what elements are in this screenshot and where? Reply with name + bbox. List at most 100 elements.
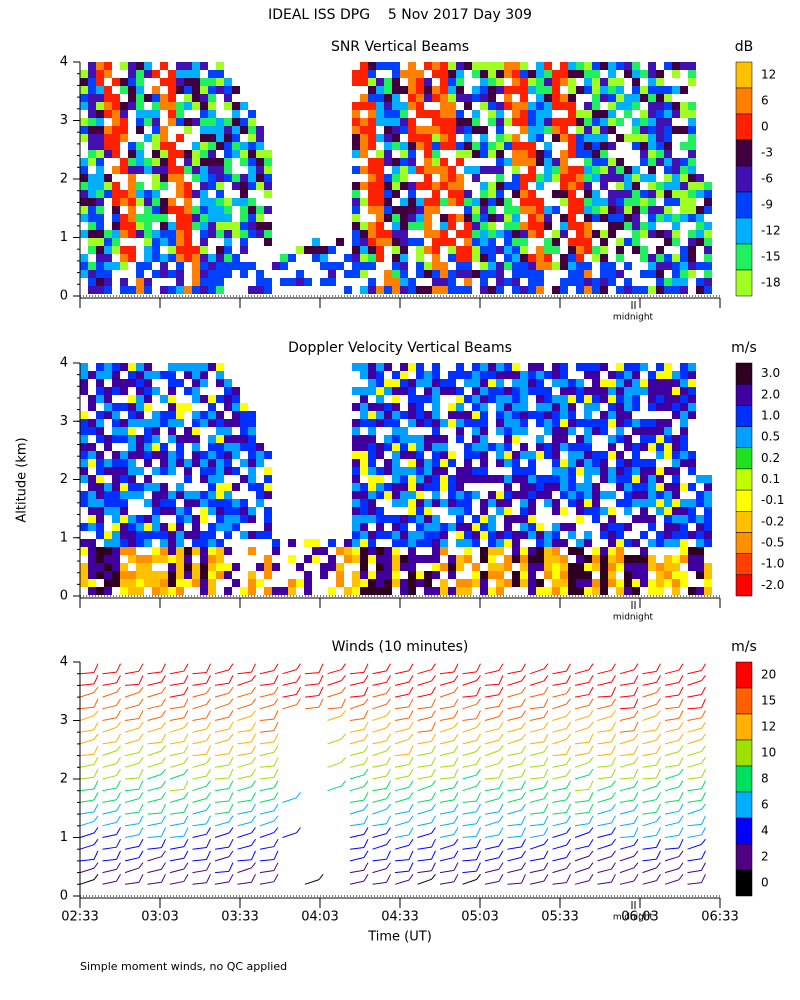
wind-barb — [116, 803, 121, 812]
field-cell — [448, 214, 456, 222]
wind-barb — [633, 757, 639, 764]
wind-barb — [192, 882, 207, 885]
colorbar-segment — [735, 243, 753, 271]
field-cell — [616, 246, 624, 254]
field-cell — [632, 451, 640, 459]
field-cell — [504, 238, 512, 246]
field-cell — [496, 491, 504, 499]
field-cell — [560, 262, 568, 270]
wind-barb — [147, 741, 162, 745]
field-cell — [400, 387, 408, 395]
field-cell — [680, 198, 688, 206]
field-cell — [216, 443, 224, 451]
wind-barb — [439, 857, 455, 862]
field-cell — [88, 587, 96, 595]
wind-barb — [363, 675, 369, 683]
field-cell — [200, 262, 208, 270]
field-cell — [152, 435, 160, 443]
wind-barb — [102, 821, 117, 827]
field-cell — [216, 86, 224, 94]
field-cell — [376, 443, 384, 451]
field-cell — [504, 94, 512, 102]
field-cell — [648, 579, 656, 587]
field-cell — [168, 230, 176, 238]
field-cell — [224, 270, 232, 278]
wind-barb — [597, 741, 612, 745]
field-cell — [112, 206, 120, 214]
field-cell — [200, 86, 208, 94]
field-cell — [552, 507, 560, 515]
field-cell — [128, 531, 136, 539]
field-cell — [392, 254, 400, 262]
field-cell — [256, 166, 264, 174]
field-cell — [488, 443, 496, 451]
field-cell — [432, 451, 440, 459]
field-cell — [568, 150, 576, 158]
field-cell — [536, 278, 544, 286]
field-cell — [520, 246, 528, 254]
wind-barb — [484, 683, 500, 686]
field-cell — [104, 254, 112, 262]
field-cell — [256, 206, 264, 214]
field-cell — [184, 158, 192, 166]
field-cell — [208, 214, 216, 222]
field-cell — [432, 555, 440, 563]
field-cell — [200, 118, 208, 126]
wind-barb — [521, 710, 526, 718]
field-cell — [528, 214, 536, 222]
field-cell — [600, 166, 608, 174]
wind-barb — [161, 698, 166, 706]
field-cell — [392, 371, 400, 379]
wind-barb — [372, 844, 387, 850]
wind-barb — [611, 733, 616, 743]
wind-barb — [363, 850, 369, 858]
field-cell — [520, 102, 528, 110]
field-cell — [568, 483, 576, 491]
wind-barb — [228, 803, 234, 813]
field-cell — [480, 262, 488, 270]
field-cell — [656, 214, 664, 222]
field-cell — [192, 270, 200, 278]
field-cell — [224, 379, 232, 387]
wind-barb — [282, 693, 297, 698]
field-cell — [528, 142, 536, 150]
wind-barb — [633, 780, 639, 788]
field-cell — [144, 451, 152, 459]
field-cell — [384, 230, 392, 238]
wind-barb — [169, 727, 185, 733]
field-cell — [104, 363, 112, 371]
field-cell — [208, 499, 216, 507]
field-cell — [80, 78, 88, 86]
wind-barb — [116, 698, 121, 706]
field-cell — [184, 499, 192, 507]
field-cell — [80, 435, 88, 443]
field-cell — [656, 395, 664, 403]
field-cell — [152, 110, 160, 118]
field-cell — [608, 198, 616, 206]
field-cell — [584, 270, 592, 278]
field-cell — [352, 587, 360, 595]
field-cell — [368, 387, 376, 395]
wind-barb — [251, 675, 256, 681]
field-cell — [240, 507, 248, 515]
wind-barb — [498, 721, 504, 730]
field-cell — [656, 78, 664, 86]
field-cell — [536, 443, 544, 451]
field-cell — [408, 491, 416, 499]
field-cell — [680, 214, 688, 222]
field-cell — [640, 579, 648, 587]
field-cell — [400, 182, 408, 190]
y-tick-label: 2 — [60, 472, 68, 487]
wind-barb — [296, 675, 301, 683]
field-cell — [528, 499, 536, 507]
field-cell — [128, 547, 136, 555]
wind-barb — [147, 822, 162, 827]
field-cell — [160, 467, 168, 475]
field-cell — [632, 214, 640, 222]
field-cell — [504, 443, 512, 451]
field-cell — [192, 174, 200, 182]
field-cell — [96, 419, 104, 427]
field-cell — [360, 467, 368, 475]
field-cell — [552, 547, 560, 555]
wind-barb — [228, 757, 234, 766]
